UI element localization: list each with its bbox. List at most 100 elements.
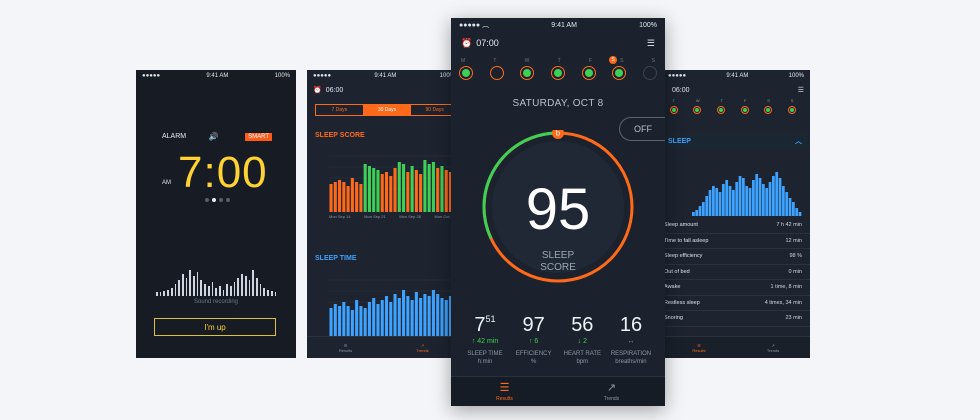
day-label: W (695, 98, 700, 103)
detail-row: Sleep efficiency 98 % (662, 249, 810, 265)
chart-bar (342, 302, 346, 336)
phase-bar (738, 176, 742, 216)
sleep-score-label: SLEEP SCORE (451, 250, 665, 274)
score-label-line: SLEEP (541, 250, 575, 261)
alarm-time: 07:00 (476, 38, 499, 48)
phase-bar (755, 174, 759, 216)
phase-bar (732, 190, 735, 216)
status-time: 9:41 AM (551, 21, 577, 29)
sleep-time-chart (329, 279, 457, 336)
gauge-progress-arc (482, 131, 559, 239)
segment-90-days[interactable]: 90 Days (425, 107, 444, 113)
stat-main: 97 (522, 314, 545, 336)
day-ring[interactable] (788, 106, 797, 114)
waveform-bar (274, 292, 277, 296)
segment-7-days[interactable]: 7 Days (316, 105, 364, 115)
status-time: 9:41 AM (206, 73, 229, 79)
menu-icon[interactable]: ☰ (797, 87, 804, 94)
alarm-time[interactable]: 06:00 (672, 86, 690, 94)
stat-efficiency[interactable]: 97 ↑ 6 EFFICIENCY% (510, 314, 558, 366)
day-ring[interactable] (693, 106, 702, 114)
chart-bar (338, 180, 342, 212)
waveform-bar (196, 272, 199, 296)
stat-main: 7 (474, 314, 486, 336)
alarm-clock-icon[interactable]: ⏰ (313, 87, 322, 94)
speaker-icon[interactable]: 🔊 (208, 132, 219, 141)
day-ring[interactable] (740, 106, 749, 114)
signal-icon: ●●●●● (313, 73, 332, 79)
day-ring[interactable] (764, 106, 773, 114)
day-ring[interactable] (642, 66, 657, 80)
tab-trends[interactable]: ↗ Trends (736, 337, 810, 358)
waveform-bar (270, 291, 273, 296)
chart-bar (384, 296, 389, 336)
chart-bar (397, 298, 401, 336)
day-label: M (461, 58, 466, 64)
range-segmented-control: 7 Days 30 Days 90 Days (315, 104, 459, 116)
day-ring[interactable] (520, 66, 535, 80)
smart-badge[interactable]: SMART (245, 132, 272, 141)
stat-sleep-time[interactable]: 751 ↑ 42 min SLEEP TIME h:min (461, 314, 509, 366)
day-label: T (557, 58, 561, 64)
detail-value: 23 min (785, 315, 802, 322)
waveform-bar (252, 270, 254, 296)
alarm-time[interactable]: 7:00 (178, 148, 268, 197)
stat-label: SLEEP TIME h:min (461, 350, 509, 366)
sleep-score-value: 95 (525, 177, 591, 242)
im-up-button[interactable]: I'm up (154, 318, 276, 336)
day-ring[interactable] (459, 66, 473, 80)
tab-results[interactable]: ☰ Results (307, 337, 384, 358)
day-ring[interactable] (717, 106, 726, 114)
chart-bar (350, 178, 354, 212)
day-ring-selected[interactable] (612, 66, 627, 80)
stat-label-2: h:min (477, 359, 493, 365)
tab-label: Trends (416, 347, 429, 353)
stat-delta: ↓ 2 (577, 338, 587, 345)
chart-bar (367, 302, 371, 336)
sleep-details-list: Sleep amount 7 h 42 min Time to fall asle… (662, 218, 810, 327)
day-ring[interactable] (550, 66, 565, 80)
stat-delta: ↔ (627, 338, 635, 345)
stat-respiration[interactable]: 16 ↔ RESPIRATION breaths/min (607, 314, 655, 366)
chart-bar (329, 184, 333, 212)
chevron-up-icon[interactable]: ︿ (795, 138, 802, 145)
detail-row: Out of bed 0 min (662, 265, 810, 280)
header: 06:00 ☰ (662, 82, 810, 98)
sleep-section-header[interactable]: SLEEP ︿ (662, 134, 810, 148)
stat-sup: 51 (485, 314, 496, 324)
segment-30-days[interactable]: 30 Days (363, 105, 412, 115)
list-icon: ☰ (697, 342, 701, 348)
phase-bar (778, 178, 782, 216)
gauge-knob[interactable] (552, 130, 564, 139)
tab-trends[interactable]: ↗ Trends (558, 377, 665, 406)
stat-heart-rate[interactable]: 56 ↓ 2 HEART RATE bpm (558, 314, 606, 366)
phase-bar (788, 198, 792, 216)
tab-trends[interactable]: ↗ Trends (384, 337, 461, 358)
chart-bar (427, 164, 431, 212)
page-dot (226, 198, 230, 202)
tab-results[interactable]: ☰ Results (451, 377, 558, 406)
day-ring[interactable] (669, 106, 678, 114)
phase-bar (725, 180, 729, 216)
page-dot (219, 198, 223, 202)
stat-label-2: % (530, 359, 537, 365)
alarm-toggle[interactable]: OFF (619, 117, 665, 141)
status-bar: ●●●●● 9:41 AM 100% (136, 70, 296, 82)
phase-bar (735, 182, 739, 216)
tab-results[interactable]: ☰ Results (662, 337, 736, 358)
day-ring[interactable] (489, 66, 504, 80)
chart-bar (333, 304, 337, 336)
stat-value: 16 (607, 314, 655, 337)
detail-label: Sleep efficiency (664, 253, 703, 260)
menu-icon[interactable]: ☰ (646, 37, 655, 48)
header: ⏰ 07:00 ☰ (451, 32, 665, 54)
alarm-button[interactable]: ⏰ 07:00 (461, 38, 499, 49)
status-bar: ●●●●● 9:41 AM 100% (307, 70, 461, 82)
status-bar: ●●●●● ︵ 9:41 AM 100% (451, 18, 665, 32)
day-label: S (790, 98, 794, 103)
day-labels: T W T F S S (662, 98, 804, 103)
alarm-clock-icon: ⏰ (461, 37, 473, 48)
alarm-time[interactable]: 06:00 (325, 86, 344, 94)
detail-value: 7 h 42 min (776, 222, 802, 229)
day-ring[interactable] (581, 66, 596, 80)
